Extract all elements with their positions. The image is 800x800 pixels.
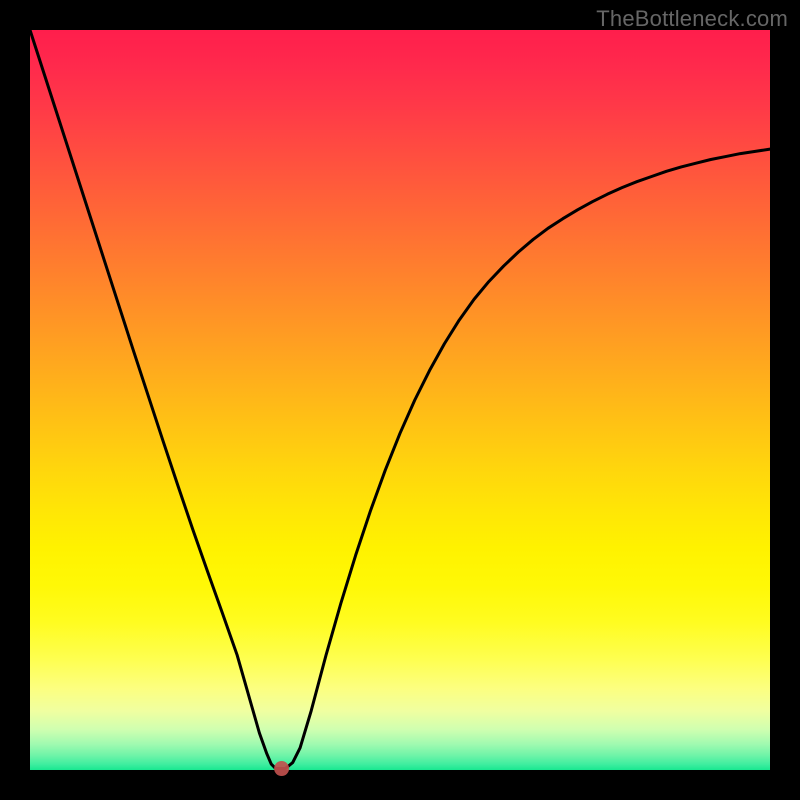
minimum-marker (274, 761, 289, 776)
plot-background (30, 30, 770, 770)
watermark-text: TheBottleneck.com (596, 6, 788, 32)
bottleneck-chart: TheBottleneck.com (0, 0, 800, 800)
chart-svg (0, 0, 800, 800)
